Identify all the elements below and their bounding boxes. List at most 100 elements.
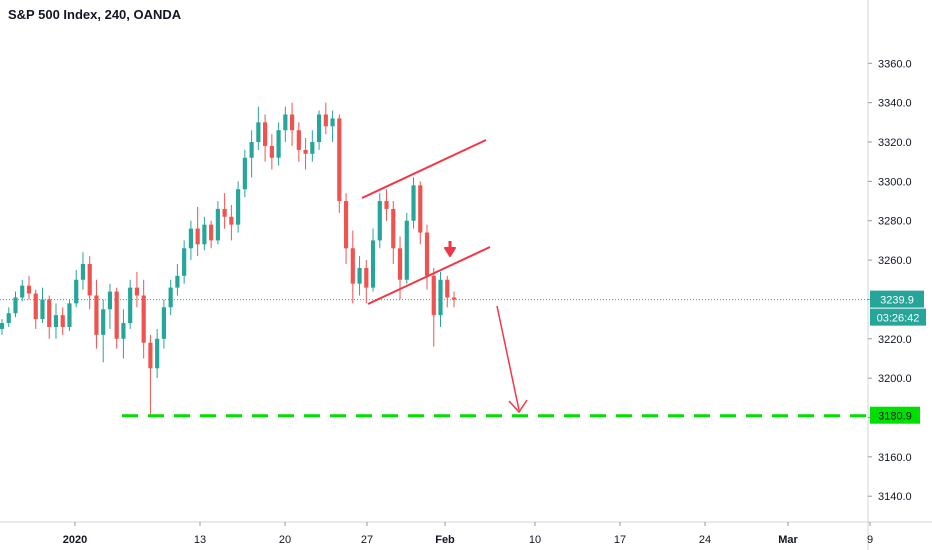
candle-body [249, 142, 254, 158]
y-tick-label: 3220.0 [878, 334, 912, 346]
candle-body [94, 295, 99, 335]
y-tick-label: 3260.0 [878, 255, 912, 267]
candle-body [263, 122, 268, 146]
candle-body [391, 208, 396, 249]
candle-body [182, 248, 187, 276]
candle-body [310, 142, 315, 154]
candle-body [60, 315, 65, 327]
candle-body [424, 232, 430, 276]
candle-body [357, 267, 362, 284]
candle-body [445, 279, 450, 298]
y-tick-label: 3340.0 [878, 98, 912, 110]
candle-body [101, 309, 106, 335]
candle-body [53, 315, 59, 327]
y-tick-label: 3360.0 [878, 58, 912, 70]
x-tick-label: 17 [614, 534, 626, 546]
last-price-label: 3239.9 [880, 295, 914, 307]
candle-body [276, 130, 281, 158]
candle-body [364, 267, 369, 288]
y-tick-label: 3140.0 [878, 491, 912, 503]
candle-body [323, 114, 328, 127]
candle-body [128, 287, 133, 324]
candle-body [296, 130, 301, 150]
projection-arrow-head [508, 399, 528, 414]
candle-body [202, 224, 207, 245]
candle-body [370, 240, 376, 288]
candle-body [0, 323, 5, 329]
candle-body [377, 201, 382, 241]
target-level-badge [870, 406, 920, 424]
y-tick-label: 3280.0 [878, 216, 912, 228]
channel-upper-line[interactable] [361, 139, 487, 199]
x-tick-label: 10 [529, 534, 541, 546]
candle-body [397, 248, 403, 280]
candle-body [161, 307, 167, 339]
candle-body [222, 208, 227, 217]
y-tick-label: 3320.0 [878, 137, 912, 149]
candle-body [330, 118, 335, 127]
candle-body [107, 291, 113, 310]
candle-body [269, 145, 274, 158]
projection-arrow-line[interactable] [496, 305, 520, 411]
candle-body [283, 114, 288, 131]
candle-body [337, 118, 342, 202]
candle-body [168, 287, 173, 308]
candle-body [289, 114, 295, 131]
chart-title: S&P 500 Index, 240, OANDA [8, 7, 182, 22]
candle-body [431, 275, 436, 316]
candle-body [87, 264, 92, 296]
candle-body [175, 275, 180, 288]
last-price-badge [870, 290, 924, 308]
candle-body [40, 299, 45, 320]
candle-body [404, 220, 409, 280]
candle-body [141, 295, 146, 343]
candle-body [451, 297, 457, 300]
x-tick-label: 9 [867, 534, 873, 546]
candle-body [114, 291, 119, 339]
y-tick-label: 3160.0 [878, 452, 912, 464]
x-tick-label: 2020 [63, 534, 87, 546]
candle-body [195, 228, 200, 245]
y-tick-label: 3300.0 [878, 176, 912, 188]
candle-body [134, 287, 140, 296]
candle-body [148, 342, 153, 369]
x-tick-label: Feb [435, 534, 455, 546]
candle-body [33, 293, 38, 320]
candle-body [26, 285, 32, 294]
x-tick-label: 27 [361, 534, 373, 546]
x-tick-label: 24 [699, 534, 711, 546]
countdown-label: 03:26:42 [877, 313, 920, 325]
candle-body [209, 224, 214, 241]
candle-body [20, 285, 25, 298]
candle-body [80, 264, 86, 280]
candle-body [121, 323, 126, 339]
x-tick-label: 20 [279, 534, 291, 546]
candle-body [350, 248, 355, 284]
candle-body [418, 185, 423, 233]
candle-body [316, 114, 322, 143]
candle-body [67, 303, 72, 327]
target-level-label: 3180.9 [878, 411, 912, 423]
channel-lower-line[interactable] [367, 246, 491, 305]
candle-body [438, 279, 443, 316]
candle-body [47, 299, 52, 327]
candle-body [384, 201, 389, 209]
x-tick-label: Mar [778, 534, 798, 546]
candle-body [188, 228, 193, 249]
candle-body [411, 185, 416, 221]
candle-body [256, 122, 261, 143]
candle-body [343, 201, 349, 249]
candle-body [215, 208, 220, 241]
candle-body [13, 297, 18, 314]
candle-body [303, 149, 308, 154]
y-tick-label: 3200.0 [878, 373, 912, 385]
candle-body [155, 338, 160, 369]
countdown-badge [870, 308, 926, 326]
candle-body [242, 157, 247, 190]
candle-body [74, 279, 79, 304]
candle-body [236, 189, 241, 225]
candle-body [229, 216, 234, 225]
candle-body [6, 313, 11, 324]
x-tick-label: 13 [194, 534, 206, 546]
